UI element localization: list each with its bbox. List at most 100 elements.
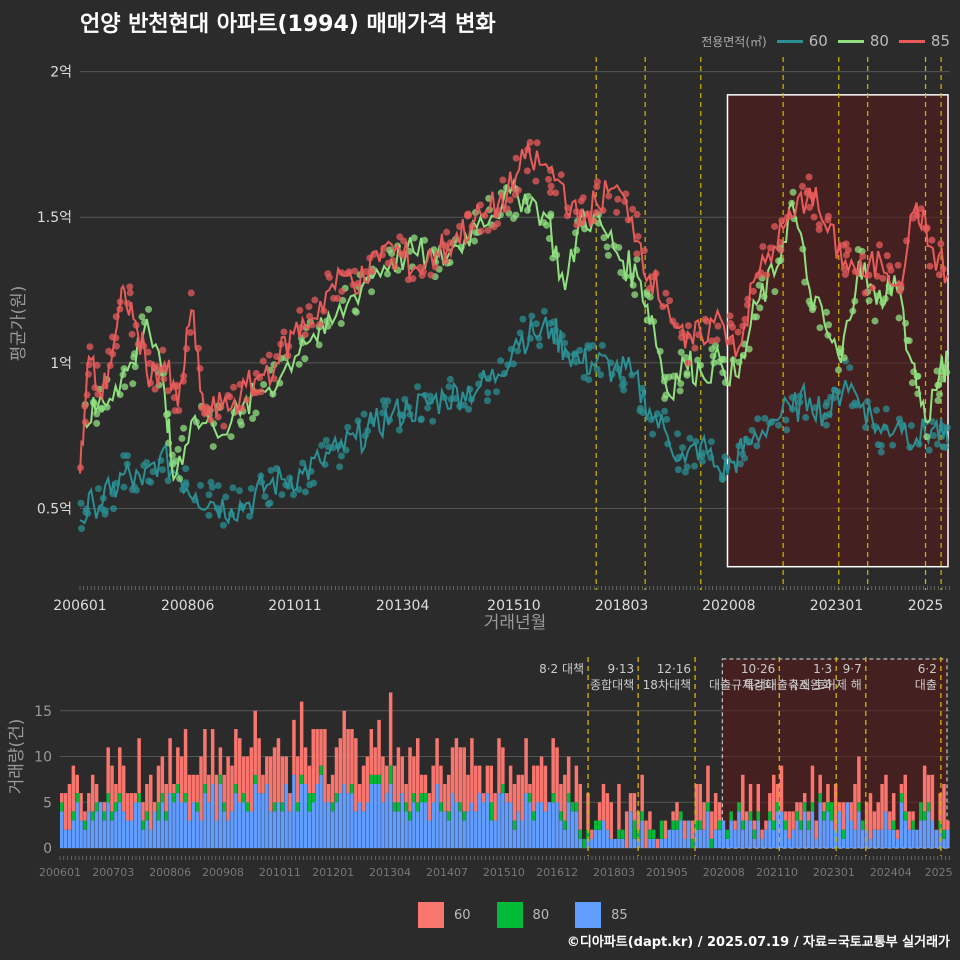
data-point-85 bbox=[875, 241, 883, 249]
bar-segment bbox=[481, 793, 486, 803]
data-point-60 bbox=[540, 307, 548, 315]
legend-item-85: 85 bbox=[898, 32, 950, 50]
bar-segment bbox=[118, 793, 122, 803]
bar-segment bbox=[888, 811, 892, 830]
x-tick-label: 201304 bbox=[376, 598, 430, 614]
data-point-60 bbox=[264, 500, 272, 508]
bar-segment bbox=[818, 802, 822, 848]
data-point-60 bbox=[572, 358, 580, 366]
x-tick-label: 2025 bbox=[908, 598, 944, 614]
bar-segment bbox=[497, 793, 501, 848]
bar-segment bbox=[114, 802, 118, 812]
bar-segment bbox=[617, 838, 621, 848]
bar-segment bbox=[385, 765, 389, 794]
bar-segment bbox=[257, 738, 261, 794]
y-tick-label: 0.5억 bbox=[37, 501, 72, 517]
data-point-60 bbox=[674, 430, 682, 438]
bar-segment bbox=[183, 802, 188, 848]
data-point-80 bbox=[138, 313, 146, 321]
bar-y-axis-label: 거래량(건) bbox=[7, 719, 27, 795]
data-point-85 bbox=[187, 289, 195, 297]
data-point-85 bbox=[815, 221, 823, 229]
data-point-60 bbox=[822, 421, 830, 429]
data-point-80 bbox=[337, 320, 345, 328]
bar-segment bbox=[686, 820, 691, 848]
bar-segment bbox=[930, 774, 935, 821]
data-point-80 bbox=[384, 270, 392, 278]
bar-segment bbox=[659, 838, 664, 848]
bar-segment bbox=[783, 811, 788, 821]
bar-x-tick-label: 200703 bbox=[92, 866, 134, 879]
bar-segment bbox=[412, 802, 416, 848]
data-point-80 bbox=[676, 387, 684, 395]
y-tick-label: 2억 bbox=[50, 65, 72, 81]
bar-segment bbox=[296, 756, 300, 803]
x-tick-label: 202008 bbox=[702, 598, 755, 614]
bar-x-tick-label: 2025 bbox=[925, 866, 953, 879]
bar-segment bbox=[648, 838, 652, 848]
bar-segment bbox=[946, 829, 950, 848]
bar-x-tick-label: 201304 bbox=[369, 866, 411, 879]
data-point-80 bbox=[301, 355, 309, 363]
bar-segment bbox=[218, 783, 223, 848]
bar-segment bbox=[566, 802, 571, 848]
data-point-80 bbox=[902, 319, 910, 327]
data-point-85 bbox=[146, 359, 154, 367]
bar-segment bbox=[334, 802, 339, 848]
bar-segment bbox=[392, 811, 397, 848]
bar-segment bbox=[176, 747, 180, 784]
bar-segment bbox=[392, 765, 397, 803]
bar-segment bbox=[439, 802, 443, 812]
bar-y-tick-label: 10 bbox=[34, 750, 52, 766]
series-line-60 bbox=[79, 316, 949, 526]
bar-segment bbox=[311, 802, 316, 848]
bar-segment bbox=[694, 820, 699, 830]
bar-segment bbox=[176, 793, 180, 848]
bar-segment bbox=[559, 820, 563, 848]
bar-segment bbox=[775, 783, 780, 803]
bar-segment bbox=[431, 802, 435, 848]
bar-segment bbox=[806, 829, 811, 848]
bar-segment bbox=[435, 738, 439, 784]
bar-segment bbox=[149, 829, 153, 848]
bar-segment bbox=[528, 783, 532, 794]
bar-segment bbox=[226, 756, 230, 821]
bar-segment bbox=[203, 793, 207, 848]
bar-x-tick-label: 202008 bbox=[703, 866, 745, 879]
bar-segment bbox=[497, 738, 501, 794]
bar-segment bbox=[427, 793, 432, 821]
bar-segment bbox=[841, 802, 846, 830]
bar-segment bbox=[694, 783, 699, 821]
bar-segment bbox=[346, 793, 350, 848]
bar-segment bbox=[288, 811, 292, 848]
bar-segment bbox=[729, 811, 733, 821]
bar-segment bbox=[884, 774, 888, 812]
bar-segment bbox=[621, 838, 625, 848]
data-point-85 bbox=[204, 404, 212, 412]
bar-segment bbox=[563, 774, 567, 821]
bar-segment bbox=[466, 811, 470, 848]
data-point-80 bbox=[756, 304, 764, 312]
bar-segment bbox=[822, 820, 826, 848]
data-point-60 bbox=[120, 483, 128, 491]
bar-segment bbox=[768, 820, 772, 848]
bar-segment bbox=[83, 820, 87, 830]
data-point-85 bbox=[741, 315, 749, 323]
bar-segment bbox=[377, 783, 381, 848]
data-point-60 bbox=[679, 444, 687, 452]
data-point-85 bbox=[894, 261, 902, 269]
bar-segment bbox=[663, 820, 668, 839]
bar-segment bbox=[443, 783, 447, 812]
data-point-80 bbox=[617, 269, 625, 277]
data-point-60 bbox=[465, 405, 473, 413]
bar-segment bbox=[419, 793, 424, 803]
bar-segment bbox=[787, 838, 791, 848]
data-point-60 bbox=[877, 441, 885, 449]
bar-segment bbox=[94, 811, 99, 848]
bar-segment bbox=[90, 811, 95, 821]
data-point-85 bbox=[305, 303, 313, 311]
data-point-85 bbox=[777, 246, 785, 254]
bar-segment bbox=[125, 820, 130, 848]
bar-segment bbox=[752, 829, 757, 839]
bar-segment bbox=[489, 765, 494, 803]
